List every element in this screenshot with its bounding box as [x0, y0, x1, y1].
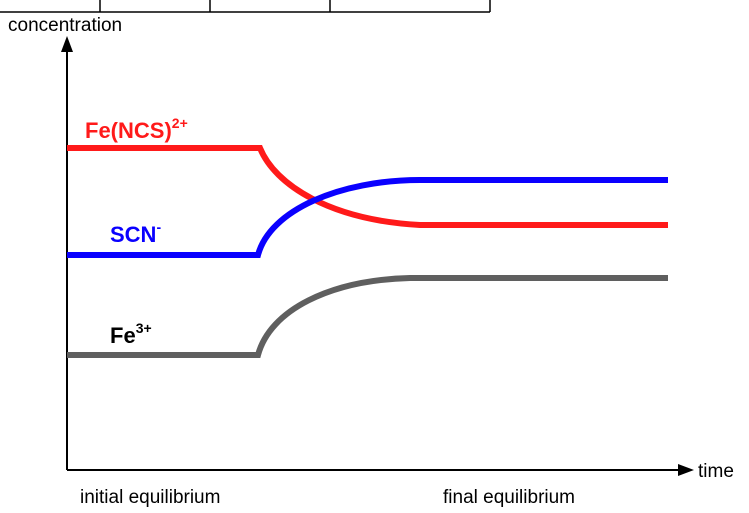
curve-scn	[67, 177, 668, 258]
table-fragment	[0, 0, 491, 13]
species-name: Fe	[110, 323, 136, 348]
species-charge: 3+	[136, 320, 152, 336]
species-label: Fe3+	[110, 320, 152, 348]
curve-fe	[67, 275, 668, 358]
species-charge: 2+	[172, 115, 188, 131]
species-label: Fe(NCS)2+	[85, 115, 188, 143]
x-axis-label: time	[698, 461, 734, 482]
phase-label: initial equilibrium	[80, 487, 220, 508]
species-name: SCN	[110, 222, 156, 247]
species-label: SCN-	[110, 219, 161, 247]
curves	[67, 145, 668, 358]
species-name: Fe(NCS)	[85, 118, 172, 143]
axes	[61, 36, 694, 476]
y-axis-label: concentration	[8, 15, 122, 36]
species-charge: -	[156, 219, 161, 235]
phase-label: final equilibrium	[443, 487, 575, 508]
